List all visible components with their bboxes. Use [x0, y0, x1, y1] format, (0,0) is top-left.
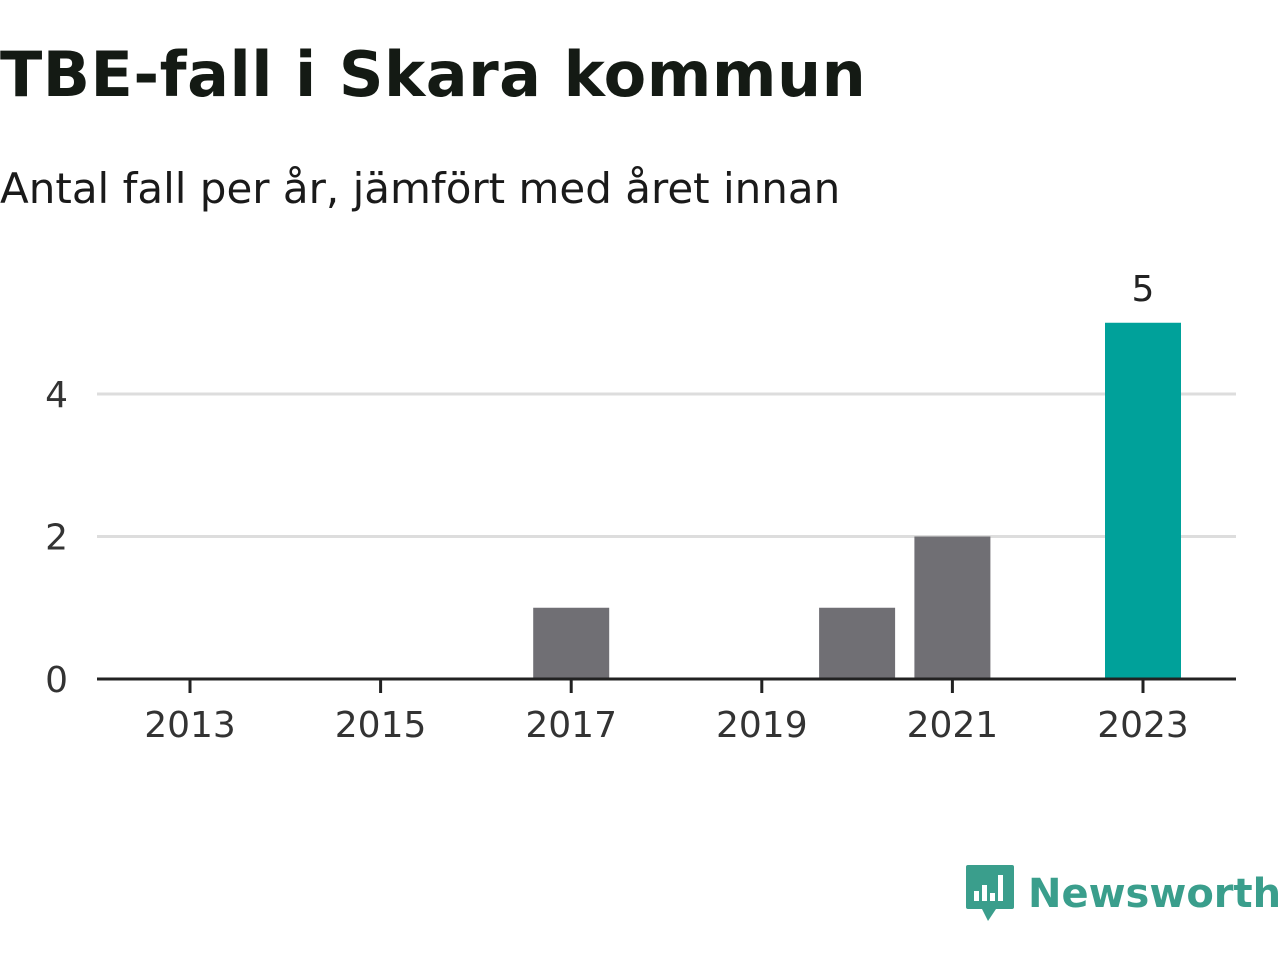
chart-subtitle: Antal fall per år, jämfört med året inna…	[0, 164, 841, 213]
y-tick-label: 2	[45, 518, 68, 559]
y-tick-label: 4	[45, 375, 68, 416]
newsworthy-chart-bubble-icon	[966, 865, 1014, 921]
x-tick-label: 2021	[907, 705, 999, 746]
x-tick-label: 2023	[1097, 705, 1189, 746]
x-tick-label: 2017	[525, 705, 617, 746]
bar	[914, 536, 991, 679]
bar-value-label: 5	[1132, 269, 1155, 310]
chart-title: TBE-fall i Skara kommun	[0, 38, 867, 111]
bar	[533, 607, 610, 679]
bar	[1105, 322, 1181, 679]
x-tick-label: 2013	[144, 705, 236, 746]
y-tick-label: 0	[45, 660, 68, 701]
brand-name: Newsworthy	[1028, 871, 1280, 917]
x-tick-label: 2015	[335, 705, 427, 746]
x-tick-label: 2019	[716, 705, 808, 746]
bar	[819, 607, 896, 679]
brand-logo: Newsworthy	[964, 862, 1280, 926]
